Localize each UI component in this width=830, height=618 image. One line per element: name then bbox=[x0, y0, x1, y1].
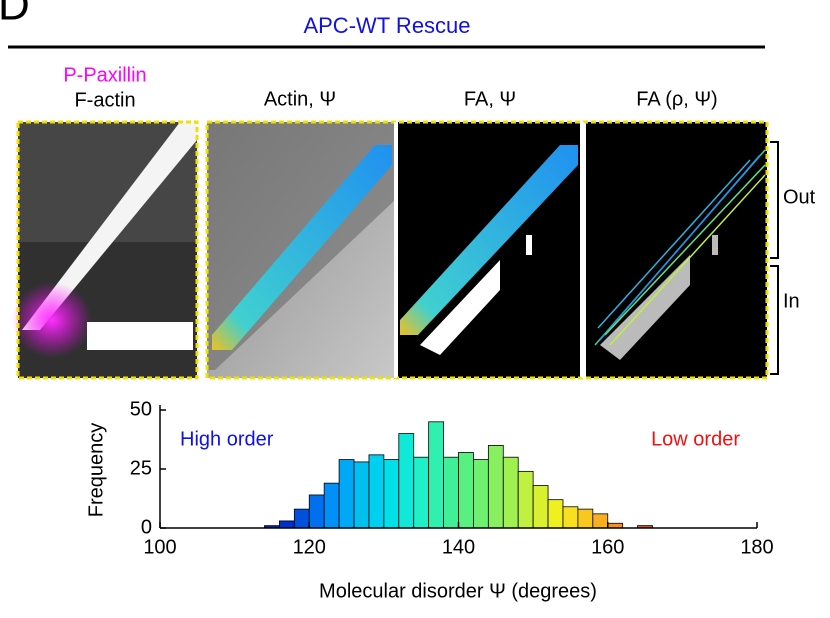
scale-bar bbox=[87, 322, 193, 350]
bar bbox=[443, 456, 459, 529]
panel-letter: D bbox=[0, 0, 30, 30]
figure-title: APC-WT Rescue bbox=[303, 13, 470, 38]
bar bbox=[517, 470, 534, 529]
actin-fiber bbox=[22, 122, 197, 330]
x-tick-label: 120 bbox=[293, 536, 326, 558]
y-tick-label: 0 bbox=[141, 516, 152, 538]
bar bbox=[532, 485, 549, 529]
image-border bbox=[205, 120, 769, 380]
bar bbox=[592, 513, 609, 529]
streak bbox=[400, 145, 578, 335]
x-tick-label: 140 bbox=[442, 536, 475, 558]
bar bbox=[308, 494, 325, 529]
bar bbox=[458, 452, 474, 529]
bar bbox=[487, 444, 504, 529]
region-label: In bbox=[783, 290, 800, 312]
annotation: Low order bbox=[651, 428, 740, 450]
bar bbox=[353, 461, 370, 529]
region-label: Out bbox=[783, 186, 816, 208]
bar bbox=[413, 456, 430, 529]
bar bbox=[323, 482, 340, 529]
bar bbox=[428, 421, 444, 529]
bar bbox=[577, 508, 594, 529]
image-title: FA, Ψ bbox=[464, 88, 516, 110]
bar bbox=[338, 459, 355, 529]
bar bbox=[473, 459, 489, 529]
y-tick-label: 50 bbox=[130, 398, 152, 420]
fa-mask bbox=[712, 235, 718, 255]
bar bbox=[502, 456, 519, 529]
y-tick-label: 25 bbox=[130, 457, 152, 479]
paxillin bbox=[12, 282, 92, 358]
y-axis-label: Frequency bbox=[85, 423, 107, 518]
bracket bbox=[770, 141, 779, 259]
streak bbox=[212, 145, 392, 350]
bracket bbox=[770, 265, 779, 375]
bar bbox=[562, 506, 579, 529]
annotation: High order bbox=[180, 428, 274, 450]
bar bbox=[293, 508, 310, 529]
bar bbox=[383, 459, 400, 529]
image-title: FA (ρ, Ψ) bbox=[636, 88, 717, 110]
image-border bbox=[16, 120, 199, 380]
image-title: Actin, Ψ bbox=[264, 88, 336, 110]
x-tick-label: 160 bbox=[591, 536, 624, 558]
bar bbox=[368, 454, 385, 529]
fa-mask bbox=[420, 260, 500, 355]
channel-label: P-Paxillin bbox=[63, 64, 146, 86]
x-tick-label: 100 bbox=[143, 536, 176, 558]
x-axis-label: Molecular disorder Ψ (degrees) bbox=[319, 580, 597, 602]
fa-mask bbox=[526, 235, 532, 255]
bar bbox=[547, 499, 564, 529]
bar bbox=[278, 520, 295, 529]
histogram: Frequency Molecular disorder Ψ (degrees)… bbox=[85, 398, 773, 602]
x-tick-label: 180 bbox=[740, 536, 773, 558]
orientation-lines bbox=[594, 149, 766, 346]
channel-label: F-actin bbox=[74, 89, 135, 111]
bar bbox=[398, 433, 415, 529]
